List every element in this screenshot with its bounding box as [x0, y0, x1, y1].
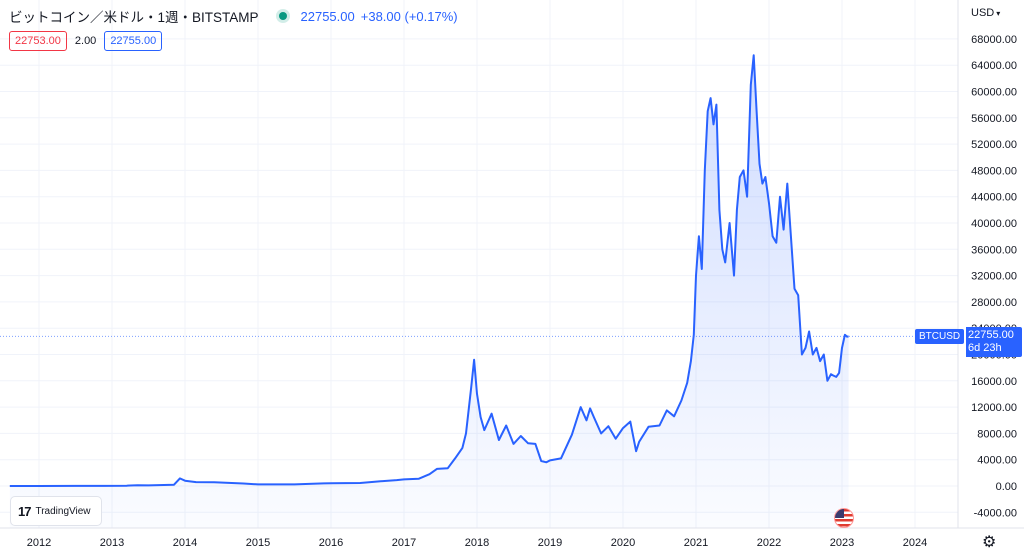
tradingview-logo[interactable]: 17 TradingView: [10, 496, 102, 526]
gear-icon[interactable]: ⚙: [982, 534, 997, 551]
quote-bar: 22753.00 2.00 22755.00: [9, 31, 163, 51]
symbol-title[interactable]: ビットコイン／米ドル・1週・BITSTAMP: [9, 10, 259, 25]
price-tick-label: 44000.00: [971, 192, 1017, 204]
time-axis[interactable]: 2012 2013 2014 2015 2016 2017 2018 2019 2020 2021…: [27, 537, 927, 549]
time-tick-label: 2016: [319, 537, 343, 549]
price-tick-label: 28000.00: [971, 297, 1017, 309]
current-price-value: 22755.00: [968, 329, 1014, 341]
time-tick-label: 2018: [465, 537, 489, 549]
time-tick-label: 2023: [830, 537, 854, 549]
symbol-header: ビットコイン／米ドル・1週・BITSTAMP 22755.00 +38.00 (…: [9, 6, 458, 26]
time-tick-label: 2014: [173, 537, 197, 549]
price-tick-label: 68000.00: [971, 34, 1017, 46]
us-flag-event-icon[interactable]: [834, 508, 854, 528]
price-tick-label: 8000.00: [977, 428, 1017, 440]
currency-label: USD: [971, 7, 995, 19]
tradingview-mark-icon: 17: [18, 503, 32, 519]
currency-selector[interactable]: USD ▾: [971, 7, 1000, 19]
price-axis[interactable]: 68000.00 64000.00 60000.00 56000.00 52000.00…: [971, 34, 1017, 519]
time-tick-label: 2015: [246, 537, 270, 549]
spread: 2.00: [74, 35, 97, 47]
price-tick-label: 16000.00: [971, 376, 1017, 388]
price-tick-label: 40000.00: [971, 218, 1017, 230]
price-tick-label: 4000.00: [977, 455, 1017, 467]
price-tick-label: 56000.00: [971, 113, 1017, 125]
time-tick-label: 2024: [903, 537, 927, 549]
price-area: [9, 55, 849, 529]
bar-countdown: 6d 23h: [968, 342, 1002, 354]
sell-price[interactable]: 22753.00: [9, 31, 67, 51]
price-tick-label: 48000.00: [971, 165, 1017, 177]
price-tick-label: 64000.00: [971, 60, 1017, 72]
time-tick-label: 2021: [684, 537, 708, 549]
price-tick-label: 60000.00: [971, 87, 1017, 99]
current-price-tag: 22755.00 6d 23h: [966, 327, 1022, 357]
last-price: 22755.00: [300, 8, 355, 24]
price-series: [9, 54, 849, 487]
chevron-down-icon: ▾: [996, 9, 1001, 18]
time-tick-label: 2019: [538, 537, 562, 549]
area-fill: [9, 55, 849, 529]
time-tick-label: 2012: [27, 537, 51, 549]
price-tick-label: -4000.00: [974, 507, 1017, 519]
symbol-price-tag: BTCUSD: [915, 329, 965, 344]
time-tick-label: 2022: [757, 537, 781, 549]
price-tick-label: 52000.00: [971, 139, 1017, 151]
time-tick-label: 2013: [100, 537, 124, 549]
price-tick-label: 12000.00: [971, 402, 1017, 414]
market-status-icon[interactable]: [278, 12, 287, 20]
price-line: [9, 54, 849, 487]
time-tick-label: 2017: [392, 537, 416, 549]
time-tick-label: 2020: [611, 537, 635, 549]
price-tick-label: 32000.00: [971, 271, 1017, 283]
buy-price[interactable]: 22755.00: [104, 31, 163, 51]
price-change: +38.00 (+0.17%): [360, 8, 458, 24]
price-tick-label: 0.00: [996, 481, 1017, 493]
price-tick-label: 36000.00: [971, 244, 1017, 256]
logo-text: TradingView: [35, 505, 91, 517]
